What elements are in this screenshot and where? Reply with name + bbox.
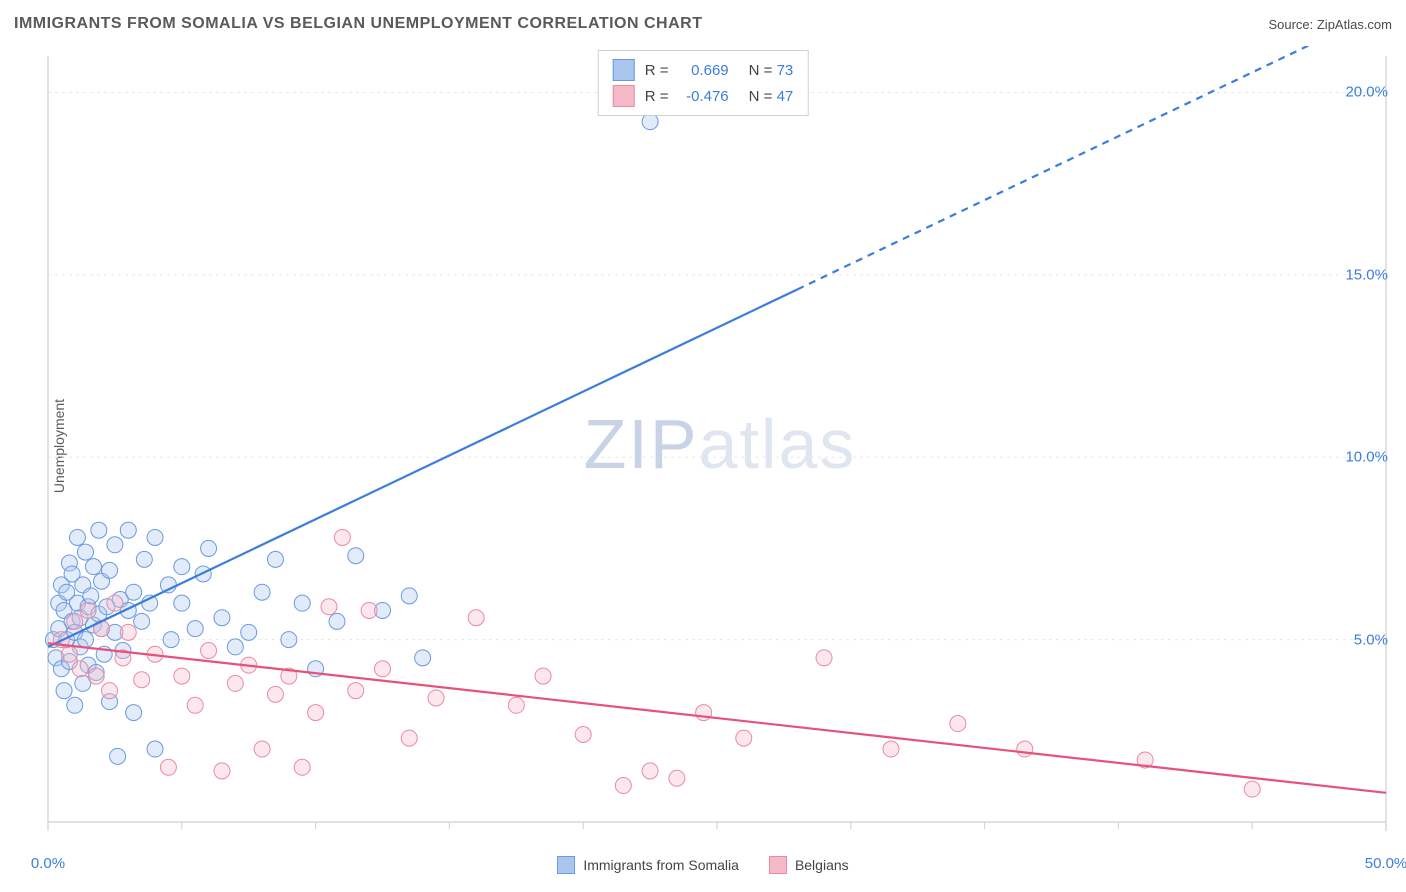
correlation-r: R = 0.669 — [645, 62, 729, 79]
legend-swatch — [557, 856, 575, 874]
source-name: ZipAtlas.com — [1317, 17, 1392, 32]
legend-label: Immigrants from Somalia — [583, 857, 739, 873]
source-label: Source: ZipAtlas.com — [1268, 17, 1392, 32]
legend-item: Immigrants from Somalia — [557, 856, 739, 874]
correlation-row: R = -0.476 N = 47 — [613, 83, 794, 109]
chart-title: IMMIGRANTS FROM SOMALIA VS BELGIAN UNEMP… — [14, 15, 702, 33]
correlation-legend: R = 0.669 N = 73 R = -0.476 N = 47 — [598, 50, 809, 116]
legend-label: Belgians — [795, 857, 849, 873]
source-prefix: Source: — [1268, 17, 1316, 32]
x-tick-label: 50.0% — [1365, 855, 1406, 872]
correlation-n: N = 73 — [739, 62, 794, 79]
legend-swatch — [769, 856, 787, 874]
correlation-swatch — [613, 59, 635, 81]
scatter-plot-svg — [44, 46, 1396, 842]
plot-area: ZIPatlas 5.0%10.0%15.0%20.0% — [44, 46, 1396, 842]
correlation-n: N = 47 — [739, 88, 794, 105]
y-tick-label: 10.0% — [1345, 449, 1388, 466]
legend-item: Belgians — [769, 856, 849, 874]
series-legend: Immigrants from Somalia Belgians — [0, 856, 1406, 874]
correlation-r: R = -0.476 — [645, 88, 729, 105]
correlation-row: R = 0.669 N = 73 — [613, 57, 794, 83]
y-tick-label: 5.0% — [1354, 631, 1388, 648]
header: IMMIGRANTS FROM SOMALIA VS BELGIAN UNEMP… — [14, 10, 1392, 38]
correlation-swatch — [613, 85, 635, 107]
y-tick-label: 15.0% — [1345, 266, 1388, 283]
x-tick-label: 0.0% — [31, 855, 65, 872]
y-tick-label: 20.0% — [1345, 84, 1388, 101]
